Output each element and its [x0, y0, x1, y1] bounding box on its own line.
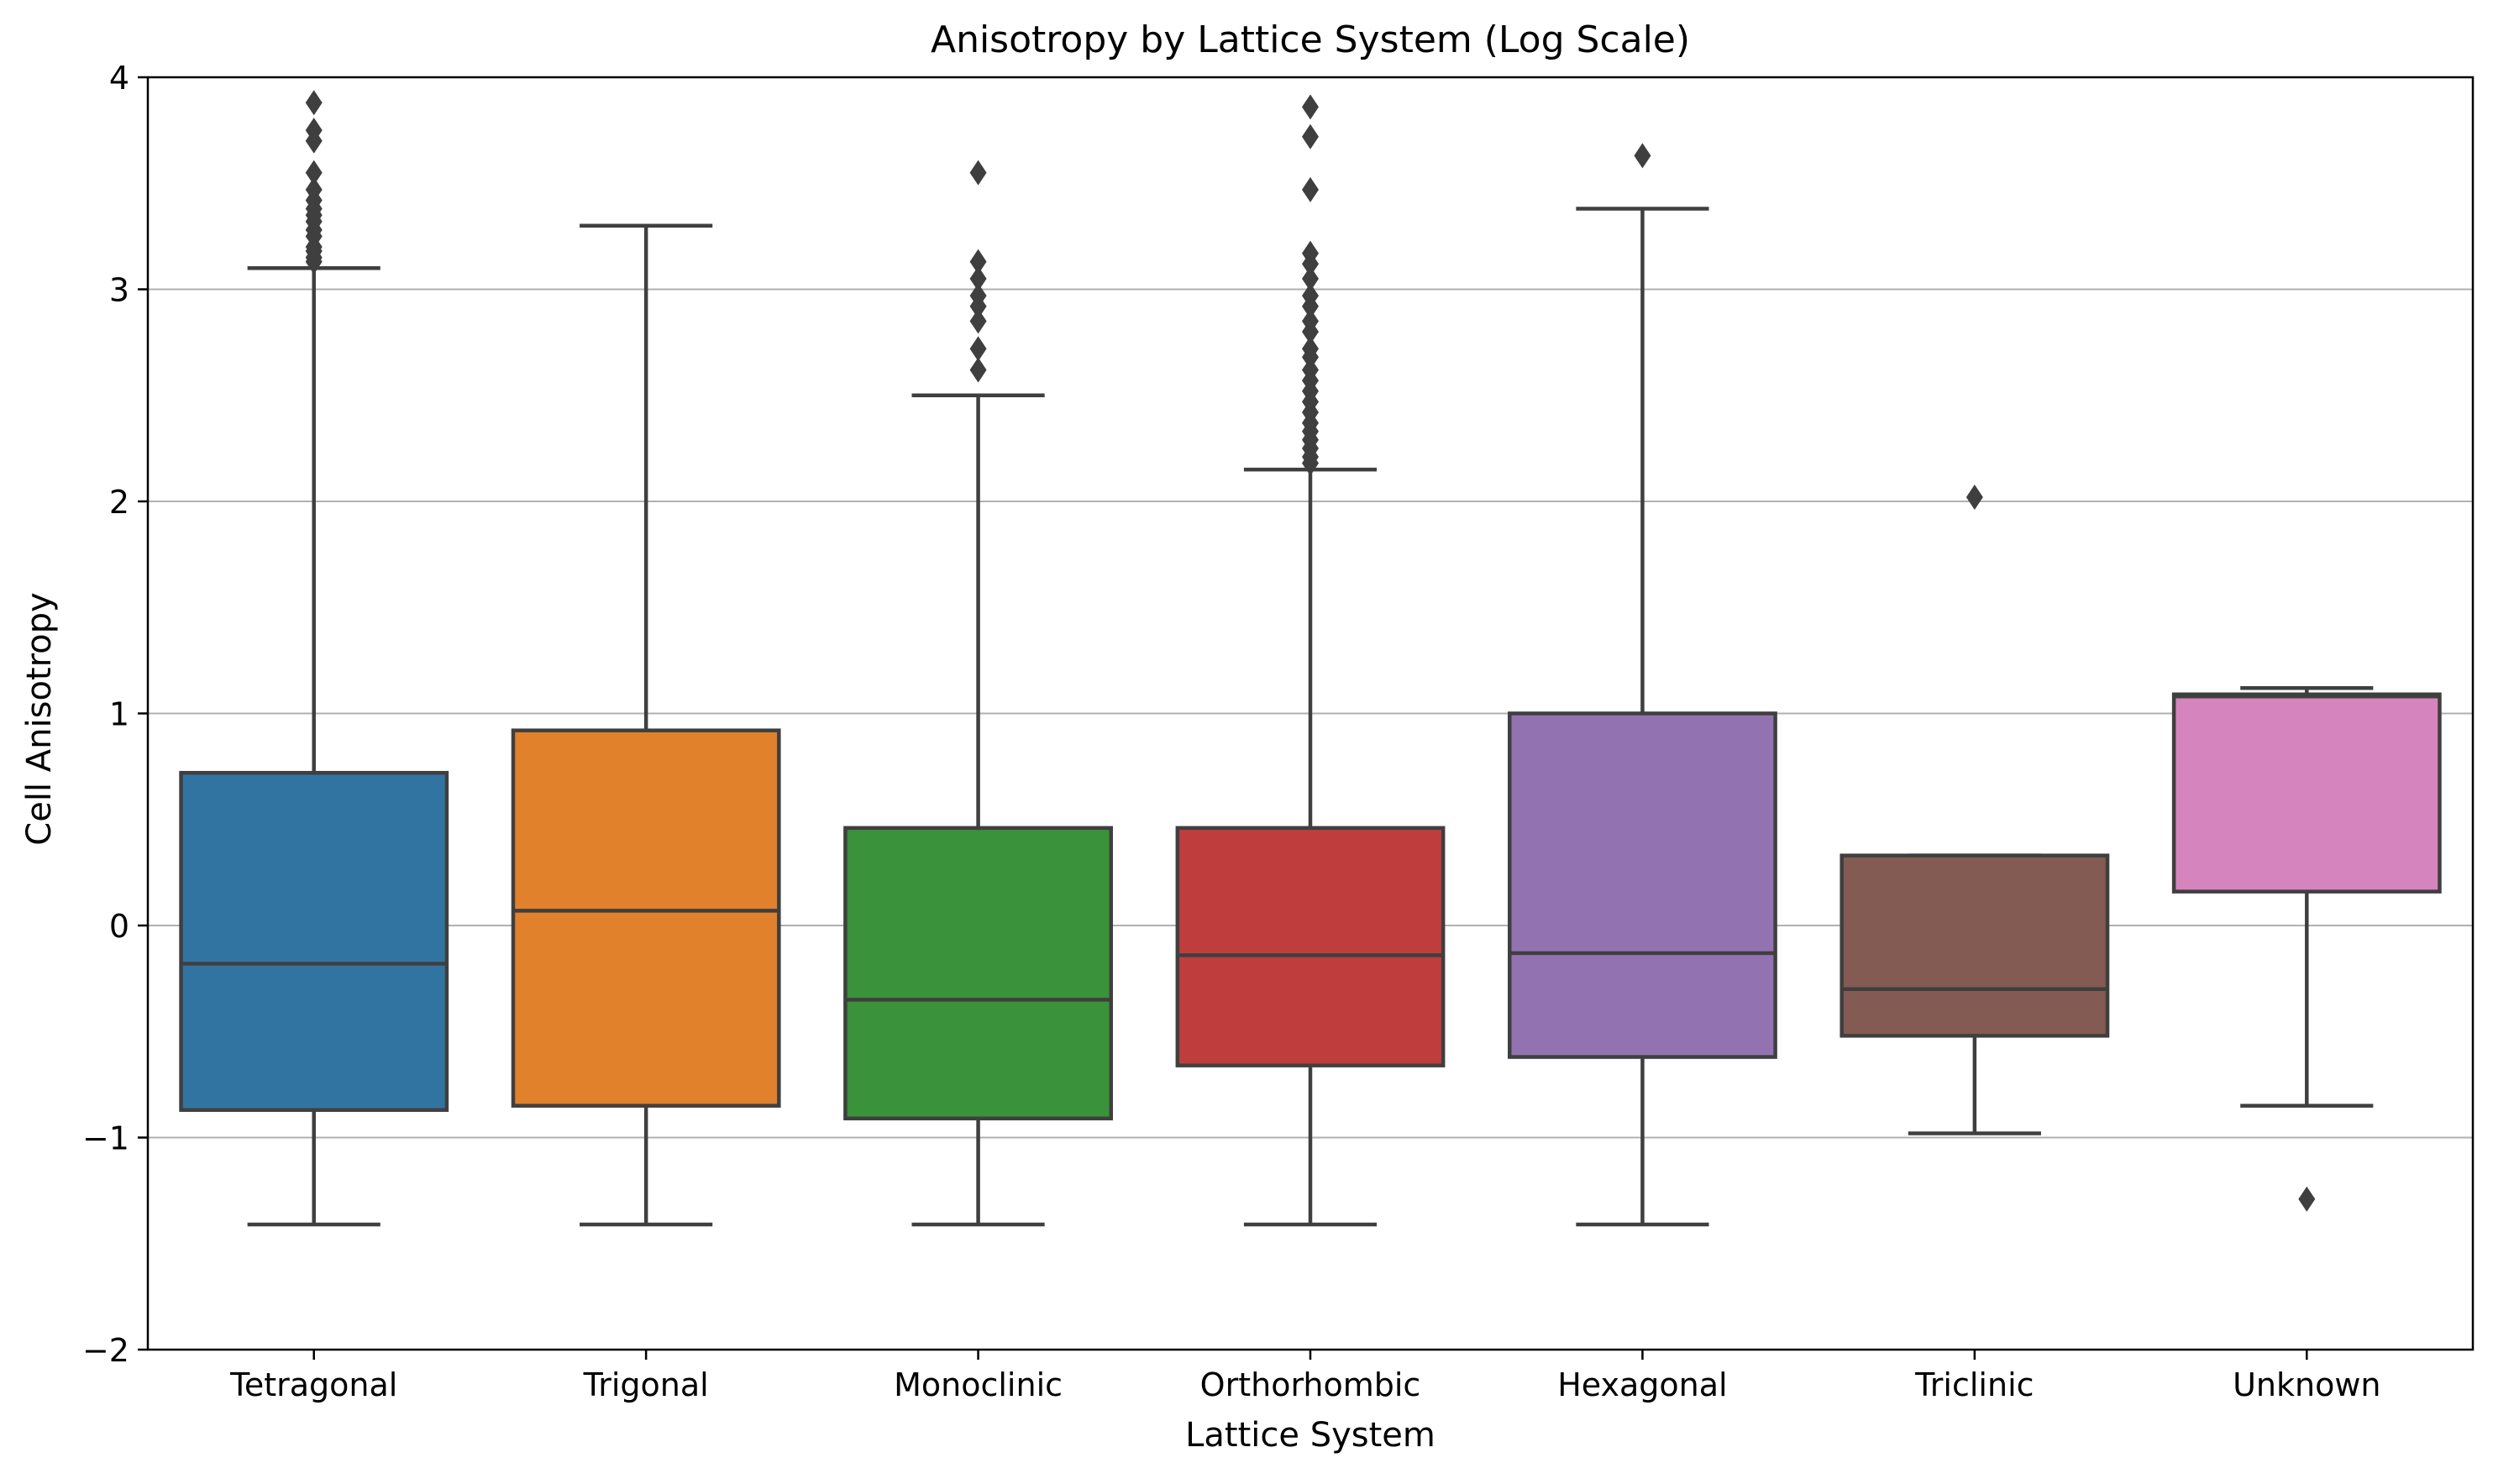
- box: [1840, 853, 2110, 1038]
- outlier-point: [969, 265, 987, 291]
- outlier-point: [1302, 319, 1319, 344]
- box-group-trigonal: [511, 223, 781, 1227]
- y-axis-label: Cell Anisotropy: [20, 592, 59, 845]
- outlier-point: [1634, 143, 1651, 169]
- boxes: [179, 90, 2442, 1227]
- outlier-point: [305, 249, 323, 275]
- box-group-unknown: [2171, 685, 2442, 1212]
- outlier-point: [969, 293, 987, 319]
- y-tick-label: 1: [109, 696, 129, 733]
- box: [843, 826, 1113, 1121]
- box-group-monoclinic: [843, 160, 1113, 1227]
- outlier-point: [1302, 265, 1319, 291]
- box: [1175, 826, 1446, 1067]
- outlier-point: [969, 308, 987, 334]
- outlier-point: [969, 336, 987, 362]
- outlier-point: [1302, 344, 1319, 370]
- box: [511, 728, 781, 1108]
- plot-frame: [146, 76, 2475, 1351]
- ticks: −2 −1 0 1 2 3 4 Tetragonal Trigonal Monoclinic Ort…: [82, 60, 2381, 1403]
- box-group-tetragonal: [179, 90, 449, 1227]
- x-tick-label: Monoclinic: [894, 1366, 1063, 1403]
- y-tick-label: 0: [109, 908, 129, 945]
- x-tick-label: Hexagonal: [1557, 1366, 1727, 1403]
- x-tick-label: Tetragonal: [229, 1366, 397, 1403]
- x-tick-label: Orthorhombic: [1200, 1366, 1421, 1403]
- box-group-hexagonal: [1508, 143, 1777, 1227]
- y-tick-label: 2: [109, 484, 129, 521]
- x-axis-label: Lattice System: [1185, 1416, 1435, 1455]
- box: [1508, 711, 1777, 1059]
- outlier-point: [969, 357, 987, 383]
- outlier-point: [1302, 450, 1319, 476]
- outlier-point: [969, 249, 987, 275]
- y-tick-label: 4: [109, 60, 129, 97]
- outlier-point: [1302, 94, 1319, 120]
- outlier-point: [305, 90, 323, 116]
- y-tick-label: 3: [109, 272, 129, 309]
- outlier-point: [1302, 123, 1319, 149]
- outlier-point: [305, 160, 323, 186]
- outlier-point: [305, 128, 323, 154]
- box: [179, 770, 449, 1112]
- box: [2171, 692, 2442, 894]
- y-tick-label: −2: [82, 1332, 129, 1369]
- outlier-point: [2298, 1186, 2316, 1212]
- x-tick-label: Trigonal: [583, 1366, 709, 1403]
- chart-title: Anisotropy by Lattice System (Log Scale): [931, 18, 1690, 61]
- outlier-point: [1302, 176, 1319, 202]
- outlier-point: [1966, 484, 1983, 510]
- x-tick-label: Triclinic: [1914, 1366, 2034, 1403]
- y-tick-label: −1: [82, 1120, 129, 1157]
- outlier-point: [1302, 293, 1319, 319]
- outlier-point: [969, 160, 987, 186]
- outlier-point: [1302, 251, 1319, 277]
- box-group-triclinic: [1840, 484, 2110, 1135]
- x-tick-label: Unknown: [2233, 1366, 2380, 1403]
- box-group-orthorhombic: [1175, 94, 1446, 1227]
